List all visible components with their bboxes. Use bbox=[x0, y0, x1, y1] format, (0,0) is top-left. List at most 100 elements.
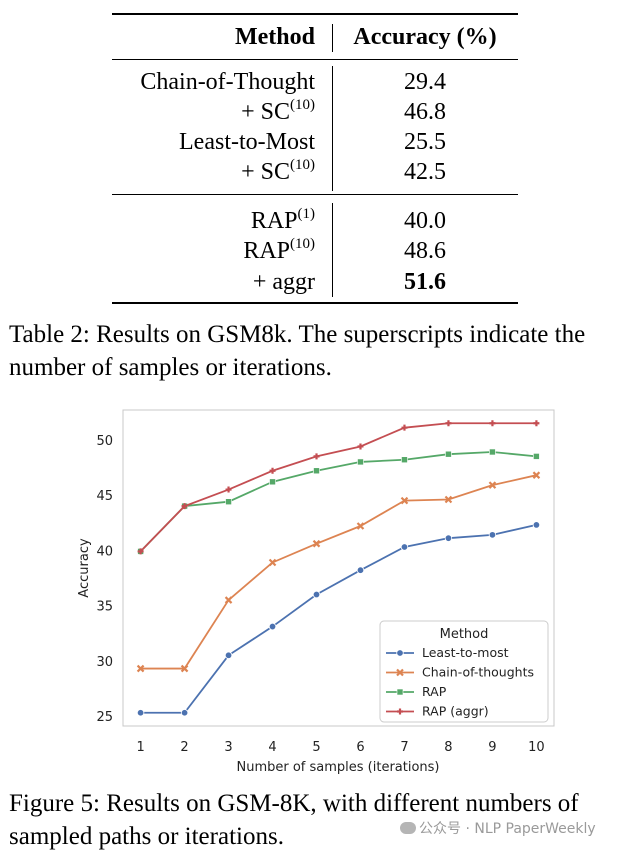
legend-label: RAP (aggr) bbox=[422, 704, 489, 719]
legend-entry: Least-to-most bbox=[386, 645, 509, 660]
x-axis-ticks: 1 2 3 4 5 6 7 8 9 10 bbox=[136, 740, 544, 755]
data-point bbox=[268, 558, 277, 567]
row-accuracy-cot: 29.4 bbox=[404, 69, 446, 95]
x-tick-label: 3 bbox=[224, 740, 232, 755]
data-point bbox=[356, 566, 365, 574]
x-tick-label: 7 bbox=[400, 740, 408, 755]
legend-label: RAP bbox=[422, 684, 447, 699]
table-mid-rule bbox=[112, 194, 518, 195]
series-least-to-most bbox=[136, 521, 541, 717]
superscript: (10) bbox=[290, 97, 315, 113]
data-point bbox=[401, 424, 408, 431]
x-tick-label: 8 bbox=[444, 740, 452, 755]
data-point bbox=[312, 539, 321, 548]
series-line bbox=[140, 474, 537, 670]
figure-caption: Figure 5: Results on GSM-8K, with differ… bbox=[9, 790, 579, 850]
accuracy-line-chart: 25 30 35 40 45 50 1 2 3 4 5 6 7 8 9 10 Accuracy Number… bbox=[77, 409, 555, 775]
x-tick-label: 2 bbox=[180, 740, 188, 755]
superscript: (10) bbox=[290, 157, 315, 173]
series-line bbox=[140, 524, 537, 714]
x-tick-label: 1 bbox=[136, 740, 144, 755]
data-point bbox=[136, 664, 145, 673]
table-bottom-rule bbox=[112, 302, 518, 304]
header-accuracy: Accuracy (%) bbox=[353, 24, 497, 50]
legend-entry: RAP bbox=[386, 684, 447, 699]
series-line bbox=[139, 451, 537, 553]
row-method-cot: Chain-of-Thought bbox=[140, 69, 315, 95]
table-header-rule bbox=[112, 59, 518, 60]
data-point bbox=[136, 709, 145, 717]
data-point bbox=[180, 709, 189, 717]
data-point bbox=[397, 708, 403, 715]
data-point bbox=[312, 590, 321, 599]
y-tick-label: 30 bbox=[96, 655, 113, 670]
y-tick-label: 40 bbox=[96, 544, 113, 559]
x-tick-label: 9 bbox=[488, 740, 496, 755]
data-point bbox=[488, 481, 497, 489]
row-method-ltm-sc: + SC(10) bbox=[241, 157, 315, 186]
data-point bbox=[444, 495, 453, 504]
series-rap-aggr bbox=[137, 420, 540, 555]
data-point bbox=[532, 521, 541, 529]
data-point bbox=[400, 496, 409, 505]
series-chain-of-thoughts bbox=[136, 471, 541, 673]
legend-title: Method bbox=[440, 627, 489, 642]
superscript: (10) bbox=[290, 236, 315, 252]
row-accuracy-ltm-sc: 42.5 bbox=[404, 159, 446, 185]
row-accuracy-ltm: 25.5 bbox=[404, 129, 446, 155]
data-point bbox=[224, 596, 233, 604]
data-point bbox=[533, 453, 540, 460]
table-caption: Table 2: Results on GSM8k. The superscri… bbox=[9, 321, 586, 381]
data-point bbox=[396, 649, 404, 657]
y-tick-label: 50 bbox=[96, 434, 113, 449]
y-axis-label: Accuracy bbox=[77, 538, 92, 598]
data-point bbox=[269, 478, 276, 486]
watermark-text: 公众号 · NLP PaperWeekly bbox=[419, 821, 596, 837]
x-axis-label: Number of samples (iterations) bbox=[236, 760, 439, 775]
data-point bbox=[396, 688, 404, 696]
series-line bbox=[139, 422, 537, 553]
data-point bbox=[357, 443, 364, 450]
data-point bbox=[224, 651, 233, 659]
data-point bbox=[488, 531, 497, 539]
group2-column-divider bbox=[332, 203, 333, 297]
legend-entry: RAP (aggr) bbox=[386, 704, 489, 719]
data-point bbox=[445, 450, 452, 458]
y-tick-label: 45 bbox=[96, 489, 113, 504]
data-point bbox=[357, 458, 364, 466]
row-accuracy-cot-sc: 46.8 bbox=[404, 99, 446, 125]
wechat-icon bbox=[400, 822, 416, 834]
legend-entry: Chain-of-thoughts bbox=[386, 665, 534, 680]
legend-box bbox=[379, 620, 549, 723]
y-tick-label: 35 bbox=[96, 600, 113, 615]
header-column-divider bbox=[332, 24, 333, 52]
data-point bbox=[181, 503, 188, 510]
y-axis-ticks: 25 30 35 40 45 50 bbox=[96, 434, 113, 725]
row-accuracy-aggr: 51.6 bbox=[404, 269, 446, 295]
data-point bbox=[269, 467, 276, 474]
row-method-rap1: RAP(1) bbox=[250, 206, 316, 235]
data-point bbox=[533, 420, 540, 427]
data-point bbox=[445, 420, 452, 427]
data-point bbox=[137, 548, 144, 555]
data-point bbox=[225, 486, 232, 493]
x-tick-label: 10 bbox=[528, 740, 545, 755]
x-tick-label: 6 bbox=[356, 740, 364, 755]
data-point bbox=[225, 498, 232, 506]
watermark: 公众号 · NLP PaperWeekly bbox=[400, 818, 596, 838]
chart-legend: Method Least-to-most Chain-of-thoughts RAP… bbox=[379, 620, 549, 723]
y-tick-label: 25 bbox=[96, 710, 113, 725]
data-point bbox=[180, 664, 189, 673]
data-point bbox=[313, 453, 320, 460]
row-accuracy-rap1: 40.0 bbox=[404, 208, 446, 234]
row-accuracy-rap10: 48.6 bbox=[404, 238, 446, 264]
data-point bbox=[356, 522, 365, 530]
row-method-cot-sc: + SC(10) bbox=[241, 97, 315, 126]
table-top-rule bbox=[112, 13, 518, 15]
data-point bbox=[532, 471, 541, 479]
data-point bbox=[268, 622, 277, 631]
legend-label: Least-to-most bbox=[422, 645, 509, 660]
row-method-aggr: + aggr bbox=[252, 269, 315, 295]
superscript: (1) bbox=[297, 206, 316, 222]
data-point bbox=[489, 448, 496, 456]
